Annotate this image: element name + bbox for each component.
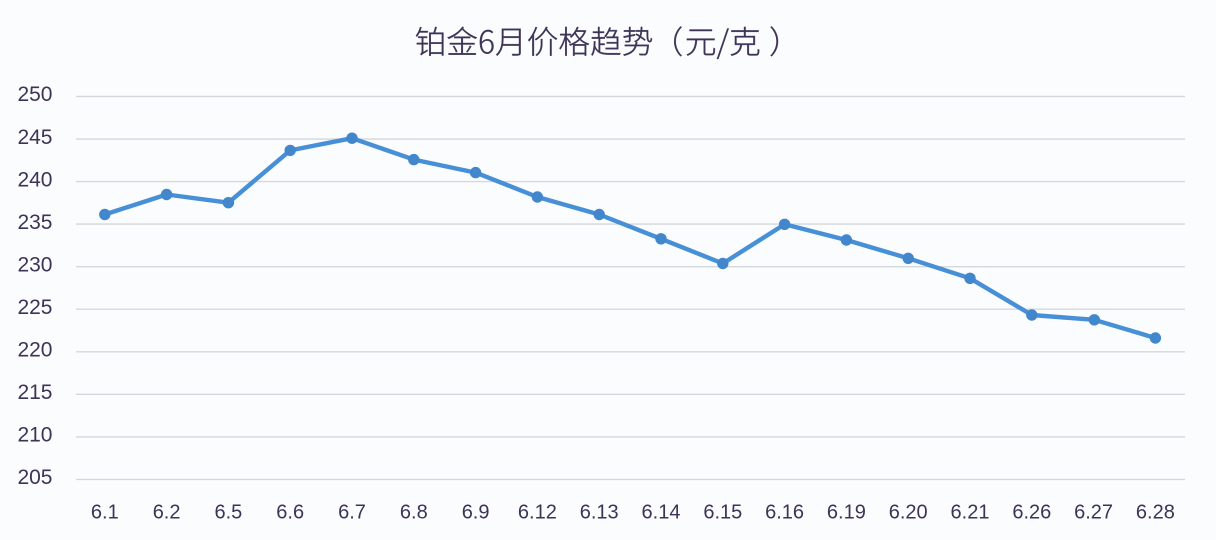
svg-text:6.16: 6.16 xyxy=(765,502,804,524)
svg-text:6.6: 6.6 xyxy=(276,502,304,524)
svg-text:205: 205 xyxy=(17,466,52,489)
svg-text:6.15: 6.15 xyxy=(703,502,742,524)
svg-text:6.12: 6.12 xyxy=(518,502,557,524)
svg-text:6.2: 6.2 xyxy=(153,502,181,524)
svg-text:6.28: 6.28 xyxy=(1136,502,1175,524)
svg-text:6.8: 6.8 xyxy=(400,502,428,524)
svg-text:6.9: 6.9 xyxy=(462,502,490,524)
svg-text:6.7: 6.7 xyxy=(338,502,366,524)
svg-text:230: 230 xyxy=(17,253,52,276)
svg-text:6.19: 6.19 xyxy=(827,502,866,524)
svg-text:6.1: 6.1 xyxy=(91,502,119,524)
svg-text:6.21: 6.21 xyxy=(951,502,990,524)
svg-text:210: 210 xyxy=(17,424,52,447)
svg-text:6.14: 6.14 xyxy=(642,502,681,524)
svg-text:225: 225 xyxy=(17,296,52,319)
svg-text:215: 215 xyxy=(17,381,52,404)
svg-text:6.5: 6.5 xyxy=(214,502,242,524)
svg-text:6.13: 6.13 xyxy=(580,502,619,524)
svg-text:6.20: 6.20 xyxy=(889,502,928,524)
svg-text:240: 240 xyxy=(17,168,52,191)
svg-text:235: 235 xyxy=(17,211,52,234)
svg-text:6.26: 6.26 xyxy=(1012,502,1051,524)
svg-text:6.27: 6.27 xyxy=(1074,502,1113,524)
svg-text:250: 250 xyxy=(17,83,52,106)
svg-text:220: 220 xyxy=(17,339,52,362)
svg-text:245: 245 xyxy=(17,126,52,149)
